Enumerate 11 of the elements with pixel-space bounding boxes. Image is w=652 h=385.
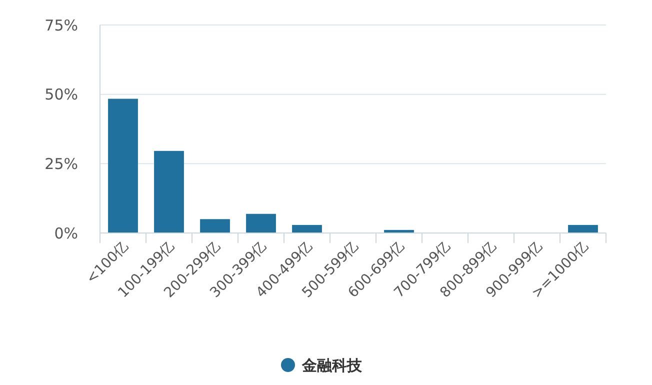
- bar: [154, 150, 184, 233]
- bar: [246, 214, 276, 233]
- bar: [108, 98, 138, 233]
- y-tick-label: 0%: [54, 224, 78, 242]
- bar: [568, 224, 598, 233]
- bar: [200, 219, 230, 233]
- legend-label: 金融科技: [301, 356, 363, 374]
- y-tick-label: 75%: [44, 16, 78, 34]
- bar: [292, 224, 322, 233]
- y-tick-label: 50%: [44, 86, 78, 104]
- y-tick-label: 25%: [44, 154, 78, 173]
